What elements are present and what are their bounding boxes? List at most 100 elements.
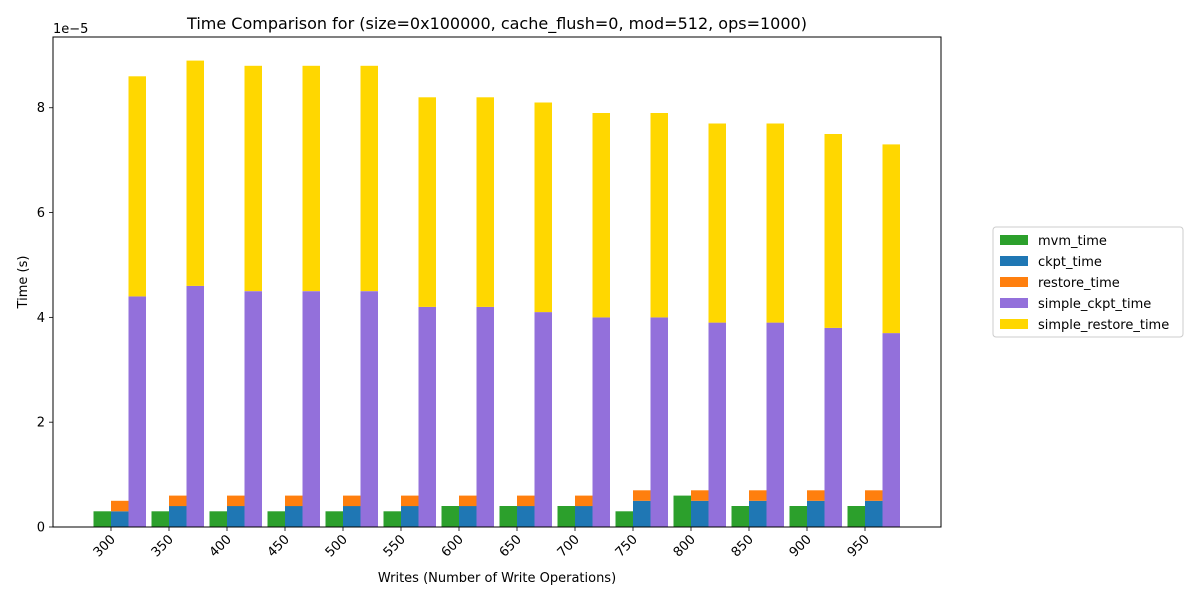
y-tick-label-0: 0: [37, 521, 45, 536]
bar-mvm_time-400: [209, 511, 227, 527]
x-tick-label-750: 750: [613, 532, 641, 560]
bar-simple_ckpt_time-800: [708, 322, 726, 527]
bar-simple_ckpt_time-450: [302, 291, 320, 527]
x-axis-label: Writes (Number of Write Operations): [378, 571, 616, 586]
bar-mvm_time-350: [151, 511, 169, 527]
chart-title: Time Comparison for (size=0x100000, cach…: [186, 14, 807, 34]
bar-restore_time-700: [575, 495, 593, 507]
x-tick-label-400: 400: [207, 532, 235, 560]
legend-label-simple_restore_time: simple_restore_time: [1038, 318, 1169, 333]
bar-mvm_time-300: [93, 511, 111, 527]
bar-simple_ckpt_time-850: [766, 322, 784, 527]
bar-ckpt_time-900: [807, 500, 825, 527]
x-tick-label-850: 850: [729, 532, 757, 560]
x-tick-label-500: 500: [323, 532, 351, 560]
bar-simple_restore_time-750: [650, 113, 668, 318]
bar-restore_time-650: [517, 495, 535, 507]
legend-swatch-restore_time: [1000, 277, 1028, 287]
y-tick-label-2: 2: [37, 416, 45, 431]
bar-ckpt_time-550: [401, 506, 419, 527]
bar-simple_ckpt_time-350: [186, 285, 204, 527]
bar-simple_ckpt_time-600: [476, 306, 494, 527]
legend-swatch-simple_restore_time: [1000, 319, 1028, 329]
bar-ckpt_time-350: [169, 506, 187, 527]
bar-simple_restore_time-300: [128, 76, 146, 297]
x-tick-label-700: 700: [555, 532, 583, 560]
bar-simple_restore_time-650: [534, 102, 552, 313]
bar-ckpt_time-850: [749, 500, 767, 527]
bar-mvm_time-650: [499, 506, 517, 527]
bar-simple_restore_time-850: [766, 123, 784, 323]
bar-restore_time-850: [749, 490, 767, 501]
bar-simple_restore_time-600: [476, 97, 494, 307]
bar-simple_ckpt_time-550: [418, 306, 436, 527]
bar-restore_time-600: [459, 495, 477, 507]
bar-ckpt_time-800: [691, 500, 709, 527]
bar-mvm_time-450: [267, 511, 285, 527]
legend-swatch-simple_ckpt_time: [1000, 298, 1028, 308]
axes-frame: [52, 36, 942, 528]
bar-simple_ckpt_time-950: [882, 333, 900, 527]
bar-restore_time-550: [401, 495, 419, 507]
bar-ckpt_time-450: [285, 506, 303, 527]
bar-restore_time-750: [633, 490, 651, 501]
bar-simple_restore_time-350: [186, 60, 204, 286]
legend-label-ckpt_time: ckpt_time: [1038, 255, 1102, 270]
x-tick-label-350: 350: [149, 532, 177, 560]
bar-simple_ckpt_time-650: [534, 312, 552, 527]
bar-ckpt_time-650: [517, 506, 535, 527]
x-tick-label-800: 800: [671, 532, 699, 560]
y-tick-label-6: 6: [37, 206, 45, 221]
x-tick-label-550: 550: [381, 532, 409, 560]
bar-restore_time-350: [169, 495, 187, 507]
x-tick-label-600: 600: [439, 532, 467, 560]
bar-ckpt_time-300: [111, 511, 129, 527]
bar-mvm_time-800: [673, 495, 691, 527]
bar-ckpt_time-400: [227, 506, 245, 527]
legend-label-restore_time: restore_time: [1038, 276, 1120, 291]
bar-mvm_time-600: [441, 506, 459, 527]
x-tick-label-450: 450: [265, 532, 293, 560]
bar-simple_restore_time-700: [592, 113, 610, 318]
bar-restore_time-900: [807, 490, 825, 501]
bar-restore_time-450: [285, 495, 303, 507]
legend-label-simple_ckpt_time: simple_ckpt_time: [1038, 297, 1151, 312]
bar-simple_restore_time-450: [302, 65, 320, 292]
legend-label-mvm_time: mvm_time: [1038, 234, 1107, 249]
legend-swatch-mvm_time: [1000, 235, 1028, 245]
bar-ckpt_time-750: [633, 500, 651, 527]
bars-layer: [93, 60, 900, 527]
bar-ckpt_time-700: [575, 506, 593, 527]
bar-simple_ckpt_time-700: [592, 317, 610, 527]
bar-ckpt_time-500: [343, 506, 361, 527]
bar-simple_restore_time-800: [708, 123, 726, 323]
bar-simple_ckpt_time-900: [824, 327, 842, 527]
y-tick-label-8: 8: [37, 101, 45, 116]
legend-box: [992, 226, 1184, 338]
bar-mvm_time-550: [383, 511, 401, 527]
y-tick-label-4: 4: [37, 311, 45, 326]
x-tick-label-300: 300: [91, 532, 119, 560]
bar-simple_restore_time-550: [418, 97, 436, 307]
bar-restore_time-300: [111, 500, 129, 512]
bar-ckpt_time-600: [459, 506, 477, 527]
bar-restore_time-800: [691, 490, 709, 501]
bar-mvm_time-850: [731, 506, 749, 527]
bar-restore_time-400: [227, 495, 245, 507]
bar-simple_ckpt_time-300: [128, 296, 146, 527]
y-axis-label: Time (s): [16, 256, 31, 310]
bar-mvm_time-700: [557, 506, 575, 527]
legend-swatch-ckpt_time: [1000, 256, 1028, 266]
x-tick-label-950: 950: [845, 532, 873, 560]
bar-simple_restore_time-400: [244, 65, 262, 292]
bar-simple_restore_time-900: [824, 134, 842, 328]
bar-mvm_time-500: [325, 511, 343, 527]
bar-mvm_time-950: [847, 506, 865, 527]
bar-restore_time-950: [865, 490, 883, 501]
bar-mvm_time-750: [615, 511, 633, 527]
x-tick-label-900: 900: [787, 532, 815, 560]
bar-simple_restore_time-500: [360, 65, 378, 292]
bar-mvm_time-900: [789, 506, 807, 527]
bar-restore_time-500: [343, 495, 361, 507]
